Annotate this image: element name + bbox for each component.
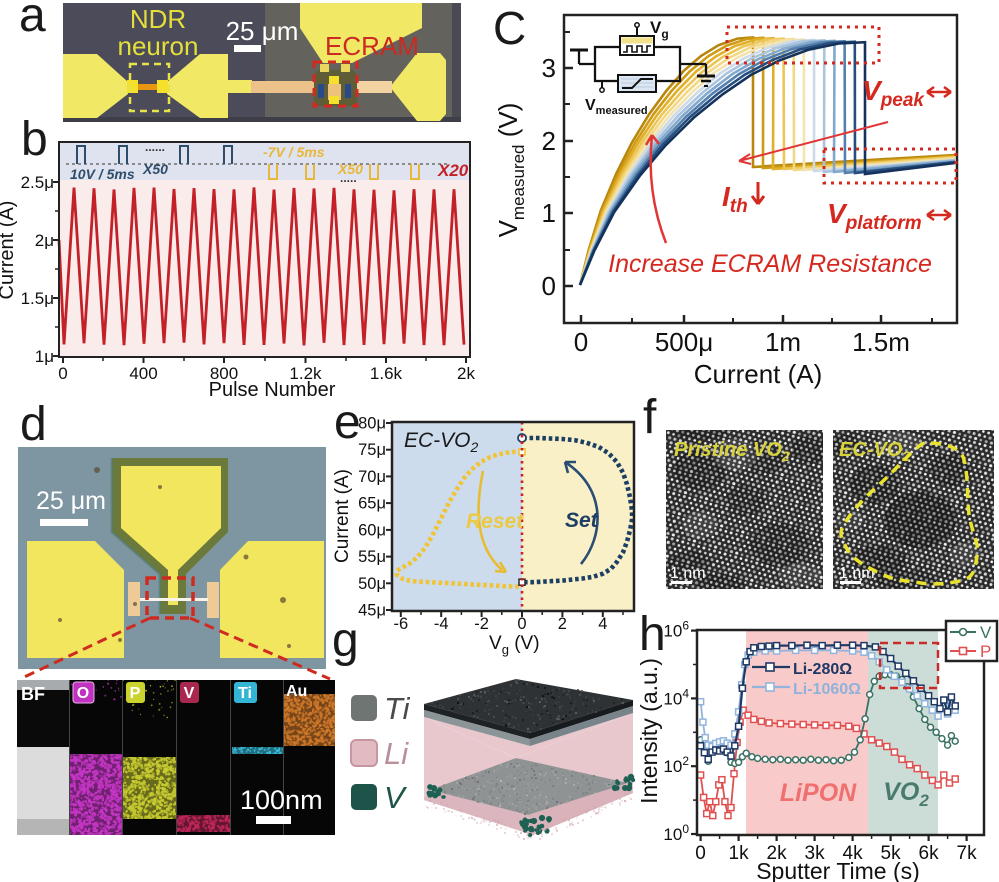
svg-text:75μ: 75μ bbox=[358, 441, 386, 459]
svg-text:.....: ..... bbox=[340, 171, 357, 185]
svg-text:a: a bbox=[19, 0, 46, 42]
svg-text:10V / 5ms: 10V / 5ms bbox=[70, 166, 135, 182]
svg-text:......: ...... bbox=[145, 140, 165, 154]
svg-text:Intensity (a.u.): Intensity (a.u.) bbox=[636, 658, 662, 804]
svg-text:X20: X20 bbox=[437, 161, 469, 180]
svg-text:e: e bbox=[334, 396, 361, 449]
svg-text:3k: 3k bbox=[805, 843, 826, 864]
svg-text:Vmeasured (V): Vmeasured (V) bbox=[493, 103, 528, 238]
svg-text:Ti: Ti bbox=[238, 685, 252, 702]
svg-text:V: V bbox=[184, 685, 195, 702]
svg-text:65μ: 65μ bbox=[358, 495, 386, 513]
svg-text:neuron: neuron bbox=[118, 31, 199, 61]
svg-text:70μ: 70μ bbox=[358, 468, 386, 486]
svg-text:55μ: 55μ bbox=[358, 548, 386, 566]
svg-text:2: 2 bbox=[558, 615, 567, 633]
svg-text:Current (A): Current (A) bbox=[694, 359, 823, 389]
svg-text:0: 0 bbox=[517, 615, 526, 633]
svg-text:2k: 2k bbox=[767, 843, 788, 864]
svg-text:60μ: 60μ bbox=[358, 521, 386, 539]
svg-text:1m: 1m bbox=[765, 327, 801, 357]
svg-text:LiPON: LiPON bbox=[780, 779, 857, 807]
svg-text:50μ: 50μ bbox=[358, 575, 386, 593]
svg-text:100nm: 100nm bbox=[240, 785, 323, 815]
svg-text:Current (A): Current (A) bbox=[332, 469, 353, 563]
svg-text:g: g bbox=[332, 614, 359, 667]
svg-text:Au: Au bbox=[286, 683, 307, 700]
svg-text:Li-1060Ω: Li-1060Ω bbox=[793, 681, 861, 698]
svg-text:-4: -4 bbox=[434, 615, 449, 633]
svg-text:V: V bbox=[980, 623, 992, 642]
svg-text:4: 4 bbox=[598, 615, 607, 633]
svg-text:P: P bbox=[130, 685, 141, 702]
svg-text:2μ: 2μ bbox=[35, 231, 54, 250]
svg-text:O: O bbox=[77, 685, 89, 702]
svg-text:1.5m: 1.5m bbox=[852, 327, 910, 357]
svg-text:2k: 2k bbox=[457, 364, 475, 383]
svg-text:0: 0 bbox=[574, 327, 588, 357]
svg-text:6k: 6k bbox=[919, 843, 940, 864]
svg-text:1 nm: 1 nm bbox=[670, 565, 706, 582]
svg-text:1.5μ: 1.5μ bbox=[21, 289, 54, 308]
svg-text:Reset: Reset bbox=[466, 510, 524, 533]
svg-text:Set: Set bbox=[565, 509, 599, 532]
svg-text:45μ: 45μ bbox=[358, 602, 386, 620]
svg-text:EC-VO2: EC-VO2 bbox=[839, 439, 910, 464]
svg-text:-6: -6 bbox=[393, 615, 408, 633]
svg-text:Pristine VO2: Pristine VO2 bbox=[674, 439, 790, 464]
svg-text:7k: 7k bbox=[957, 843, 978, 864]
svg-text:Li-280Ω: Li-280Ω bbox=[793, 661, 852, 678]
svg-text:Pulse Number: Pulse Number bbox=[209, 379, 336, 401]
svg-text:Ti: Ti bbox=[384, 691, 411, 726]
svg-text:1.2k: 1.2k bbox=[289, 364, 322, 383]
svg-text:0: 0 bbox=[542, 271, 556, 301]
svg-text:80μ: 80μ bbox=[358, 415, 386, 433]
svg-text:400: 400 bbox=[129, 364, 157, 383]
svg-text:h: h bbox=[639, 608, 666, 661]
svg-text:5k: 5k bbox=[881, 843, 902, 864]
svg-text:b: b bbox=[21, 113, 48, 166]
svg-text:NDR: NDR bbox=[130, 4, 186, 34]
svg-text:25 μm: 25 μm bbox=[36, 487, 106, 515]
svg-text:25 μm: 25 μm bbox=[226, 16, 299, 46]
svg-text:EC-VO2: EC-VO2 bbox=[404, 429, 479, 455]
svg-text:1μ: 1μ bbox=[35, 347, 54, 366]
svg-text:102: 102 bbox=[663, 754, 689, 776]
svg-text:800: 800 bbox=[210, 364, 238, 383]
svg-text:X50: X50 bbox=[337, 161, 363, 177]
svg-text:500μ: 500μ bbox=[655, 327, 713, 357]
svg-text:0: 0 bbox=[695, 843, 706, 864]
svg-text:Current (A): Current (A) bbox=[0, 201, 18, 300]
svg-text:-7V / 5ms: -7V / 5ms bbox=[263, 144, 325, 160]
svg-text:Vg (V): Vg (V) bbox=[489, 633, 540, 657]
svg-text:1 nm: 1 nm bbox=[839, 565, 875, 582]
svg-text:f: f bbox=[643, 391, 657, 444]
svg-text:1: 1 bbox=[542, 198, 556, 228]
svg-text:0: 0 bbox=[58, 364, 67, 383]
svg-text:4k: 4k bbox=[843, 843, 864, 864]
svg-text:1.6k: 1.6k bbox=[370, 364, 403, 383]
svg-text:ECRAM: ECRAM bbox=[325, 31, 419, 61]
svg-text:P: P bbox=[980, 642, 991, 661]
svg-text:2: 2 bbox=[542, 126, 556, 156]
svg-text:106: 106 bbox=[663, 619, 689, 641]
svg-text:104: 104 bbox=[663, 686, 689, 708]
svg-text:3: 3 bbox=[542, 53, 556, 83]
svg-text:100: 100 bbox=[663, 822, 689, 844]
svg-text:Increase ECRAM Resistance: Increase ECRAM Resistance bbox=[608, 250, 932, 278]
svg-text:2.5μ: 2.5μ bbox=[21, 173, 54, 192]
svg-text:V: V bbox=[384, 780, 408, 815]
svg-text:1k: 1k bbox=[729, 843, 750, 864]
svg-text:d: d bbox=[20, 398, 47, 451]
svg-text:-2: -2 bbox=[474, 615, 489, 633]
svg-text:C: C bbox=[493, 2, 526, 54]
svg-text:X50: X50 bbox=[142, 161, 168, 177]
svg-text:Sputter Time (s): Sputter Time (s) bbox=[756, 858, 920, 882]
svg-text:Li: Li bbox=[384, 736, 409, 771]
svg-text:BF: BF bbox=[21, 684, 45, 704]
svg-text:Vpeak: Vpeak bbox=[862, 75, 925, 111]
